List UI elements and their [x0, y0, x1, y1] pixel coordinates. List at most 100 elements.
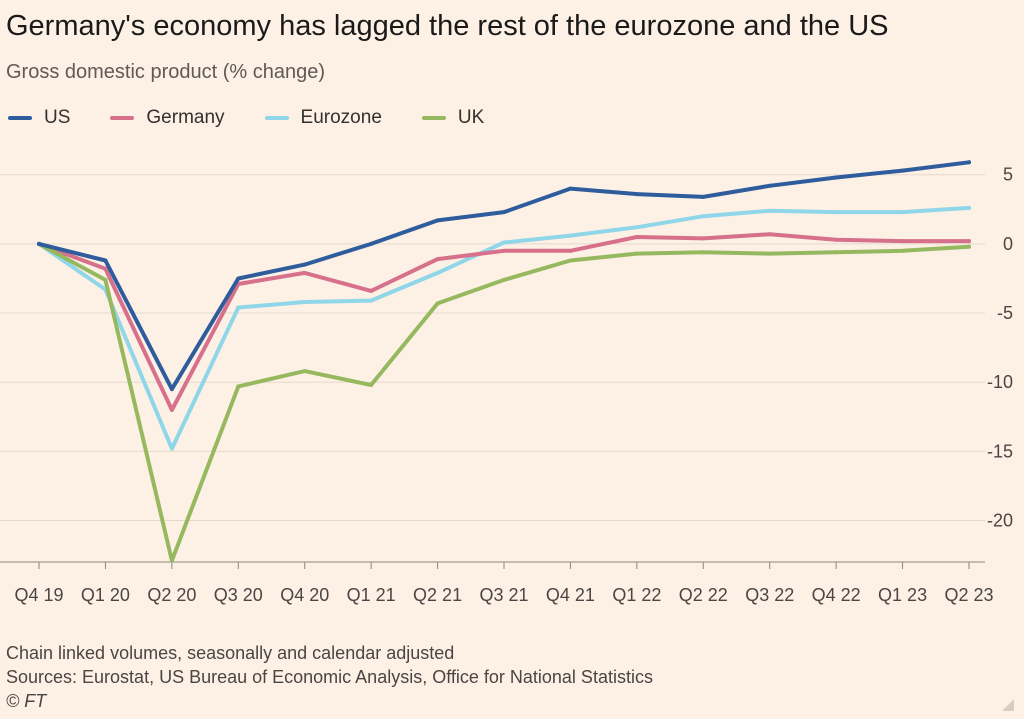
y-tick-label--5: -5	[997, 303, 1013, 323]
data-point-germany-q1-23	[900, 239, 905, 244]
data-point-germany-q3-21	[502, 248, 506, 253]
x-tick-label-q2-23: Q2 23	[944, 585, 993, 605]
data-point-us-q1-22	[634, 192, 639, 197]
series-layer	[37, 160, 971, 563]
data-point-uk-q3-21	[502, 277, 506, 282]
chart-title: Germany's economy has lagged the rest of…	[6, 10, 889, 42]
y-axis: 5 0 -5 -10 -15 -20	[987, 165, 1013, 531]
data-point-eurozone-q1-21	[369, 298, 374, 303]
x-tick-label-q3-20: Q3 20	[214, 585, 263, 605]
legend-item-uk: UK	[421, 107, 485, 129]
data-point-eurozone-q3-20	[236, 305, 241, 310]
data-point-germany-q2-21	[435, 257, 440, 262]
grid-layer	[0, 174, 985, 522]
data-point-us-q2-22	[701, 194, 706, 199]
data-point-eurozone-q2-21	[435, 270, 440, 275]
data-point-germany-q4-21	[568, 248, 573, 253]
data-point-us-q1-23	[900, 168, 905, 173]
data-point-eurozone-q2-20	[169, 446, 174, 451]
data-point-us-q4-22	[834, 175, 839, 180]
data-point-uk-q4-21	[568, 258, 573, 263]
data-point-germany-q2-20	[169, 407, 174, 412]
data-point-us-q4-20	[302, 262, 307, 267]
series-line-germany	[37, 232, 971, 412]
data-point-germany-q4-20	[302, 270, 307, 275]
data-point-eurozone-q1-23	[900, 210, 905, 215]
data-point-germany-q4-22	[834, 237, 839, 242]
data-point-eurozone-q2-23	[967, 205, 971, 210]
series-line-us	[37, 160, 971, 392]
chart-subtitle: Gross domestic product (% change)	[6, 61, 326, 83]
data-point-germany-q1-22	[634, 234, 639, 239]
x-tick-label-q4-21: Q4 21	[546, 585, 595, 605]
x-tick-label-q3-21: Q3 21	[479, 585, 528, 605]
resize-corner-icon	[1002, 699, 1014, 711]
data-point-us-q3-21	[502, 210, 506, 215]
data-point-eurozone-q3-22	[767, 208, 772, 213]
x-tick-label-q4-20: Q4 20	[280, 585, 329, 605]
data-point-eurozone-q4-20	[302, 299, 307, 304]
legend-swatch-us	[8, 116, 32, 120]
x-tick-label-q1-23: Q1 23	[878, 585, 927, 605]
data-point-uk-q1-21	[369, 382, 374, 387]
x-tick-label-q1-21: Q1 21	[347, 585, 396, 605]
chart-note: Chain linked volumes, seasonally and cal…	[6, 643, 455, 663]
data-point-us-q4-21	[568, 186, 573, 191]
data-point-us-q3-22	[767, 183, 772, 188]
legend-swatch-eurozone	[264, 116, 289, 120]
data-point-eurozone-q2-22	[701, 214, 706, 219]
legend-label-eurozone: Eurozone	[300, 107, 382, 128]
data-point-eurozone-q3-21	[502, 240, 506, 245]
data-point-us-q1-20	[103, 258, 108, 263]
y-tick-label-0: 0	[1003, 234, 1013, 254]
y-tick-label--20: -20	[987, 511, 1013, 531]
legend-item-us: US	[8, 107, 70, 129]
x-tick-label-q4-19: Q4 19	[14, 585, 63, 605]
y-tick-label--10: -10	[987, 372, 1013, 392]
data-point-uk-q4-20	[302, 369, 307, 374]
chart-credit: © FT	[6, 691, 47, 711]
legend-label-uk: UK	[457, 107, 485, 128]
data-point-eurozone-q1-22	[634, 225, 639, 230]
legend: US Germany Eurozone UK	[8, 106, 524, 130]
data-point-us-q2-23	[967, 160, 971, 165]
legend-item-eurozone: Eurozone	[264, 107, 382, 129]
x-tick-label-q2-20: Q2 20	[147, 585, 196, 605]
data-point-uk-q1-20	[103, 277, 108, 282]
legend-label-us: US	[44, 107, 71, 128]
series-line-uk	[37, 241, 971, 563]
data-point-uk-q2-23	[967, 244, 971, 249]
data-point-us-q4-19	[37, 241, 41, 246]
data-point-germany-q2-22	[701, 236, 706, 241]
data-point-germany-q3-22	[767, 232, 772, 237]
x-tick-label-q4-22: Q4 22	[812, 585, 861, 605]
data-point-germany-q1-20	[103, 266, 108, 271]
line-chart: Q4 19 Q1 20 Q2 20 Q3 20 Q4 20 Q1 21 Q2 21 Q3 21…	[0, 160, 1013, 605]
data-point-us-q1-21	[369, 241, 374, 246]
data-point-germany-q2-23	[967, 239, 971, 244]
legend-label-germany: Germany	[146, 107, 225, 128]
data-point-eurozone-q4-21	[568, 233, 573, 238]
x-tick-label-q1-22: Q1 22	[612, 585, 661, 605]
legend-swatch-germany	[110, 116, 135, 120]
data-point-us-q2-21	[435, 218, 440, 223]
data-point-uk-q2-20	[169, 558, 174, 563]
data-point-us-q3-20	[236, 276, 241, 281]
x-tick-label-q2-22: Q2 22	[679, 585, 728, 605]
legend-item-germany: Germany	[110, 107, 225, 129]
x-tick-label-q3-22: Q3 22	[745, 585, 794, 605]
data-point-uk-q1-22	[634, 251, 639, 256]
data-point-uk-q3-22	[767, 251, 772, 256]
legend-swatch-uk	[421, 116, 446, 120]
data-point-uk-q2-22	[701, 250, 706, 255]
data-point-uk-q4-22	[834, 250, 839, 255]
data-point-uk-q1-23	[900, 248, 905, 253]
data-point-uk-q2-21	[435, 301, 440, 306]
y-tick-label--15: -15	[987, 441, 1013, 461]
chart-sources: Sources: Eurostat, US Bureau of Economic…	[6, 667, 653, 687]
y-tick-label-5: 5	[1003, 165, 1013, 185]
x-axis: Q4 19 Q1 20 Q2 20 Q3 20 Q4 20 Q1 21 Q2 21 Q3 21…	[0, 561, 994, 605]
data-point-uk-q3-20	[236, 384, 241, 389]
x-tick-label-q2-21: Q2 21	[413, 585, 462, 605]
data-point-germany-q1-21	[369, 288, 374, 293]
